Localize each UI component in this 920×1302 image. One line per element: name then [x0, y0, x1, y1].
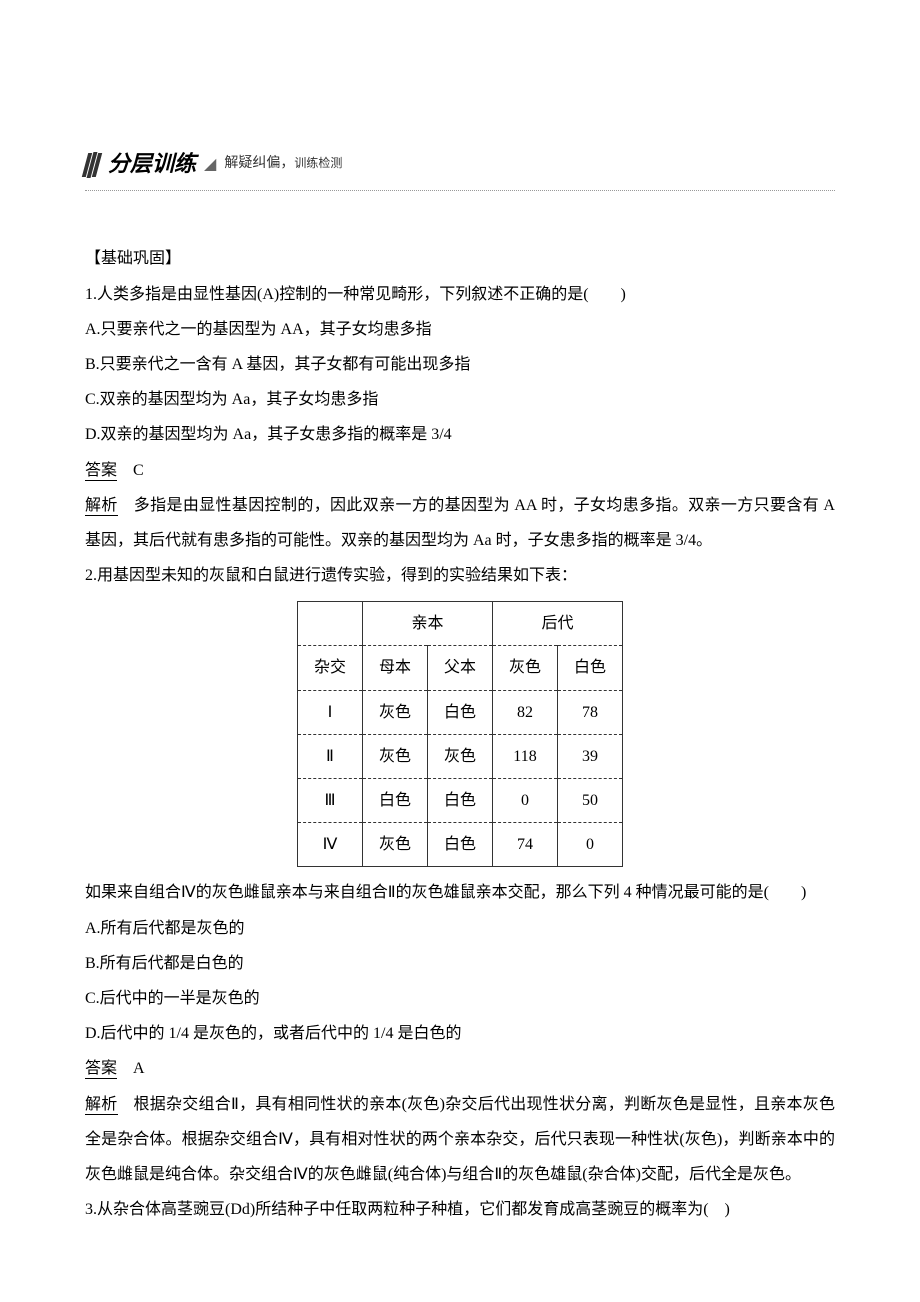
question-3: 3.从杂合体高茎豌豆(Dd)所结种子中任取两粒种子种植，它们都发育成高茎豌豆的概…	[85, 1192, 835, 1227]
table-cell: Ⅳ	[297, 823, 362, 867]
q1-answer: C	[133, 462, 144, 479]
table-cell: 白色	[427, 779, 492, 823]
table-blank-cell	[297, 602, 362, 646]
table-row: Ⅱ 灰色 灰色 118 39	[297, 734, 622, 778]
table-row: Ⅰ 灰色 白色 82 78	[297, 690, 622, 734]
header-subtitle-2: 训练检测	[294, 156, 342, 170]
section-header: 分层训练 ◢ 解疑纠偏，训练检测	[85, 140, 835, 191]
table-cell: 82	[493, 690, 558, 734]
table-cell: 0	[493, 779, 558, 823]
table-cell: 50	[558, 779, 623, 823]
header-triangle-icon: ◢	[204, 147, 216, 182]
table-header-row-1: 亲本 后代	[297, 602, 622, 646]
q2-option-a: A.所有后代都是灰色的	[85, 911, 835, 946]
table-row: Ⅳ 灰色 白色 74 0	[297, 823, 622, 867]
table-cell: Ⅰ	[297, 690, 362, 734]
table-col2: 父本	[427, 646, 492, 690]
q2-answer-line: 答案 A	[85, 1051, 835, 1086]
table-cell: 灰色	[427, 734, 492, 778]
table-col0: 杂交	[297, 646, 362, 690]
q1-option-a: A.只要亲代之一的基因型为 AA，其子女均患多指	[85, 312, 835, 347]
q1-answer-line: 答案 C	[85, 453, 835, 488]
q1-option-c: C.双亲的基因型均为 Aa，其子女均患多指	[85, 382, 835, 417]
table-col1: 母本	[362, 646, 427, 690]
q2-post-table: 如果来自组合Ⅳ的灰色雌鼠亲本与来自组合Ⅱ的灰色雄鼠亲本交配，那么下列 4 种情况…	[85, 875, 835, 910]
table-cell: 灰色	[362, 690, 427, 734]
q1-stem: 1.人类多指是由显性基因(A)控制的一种常见畸形，下列叙述不正确的是( )	[85, 277, 835, 312]
section-label: 【基础巩固】	[85, 241, 835, 276]
q2-explain: 解析根据杂交组合Ⅱ，具有相同性状的亲本(灰色)杂交后代出现性状分离，判断灰色是显…	[85, 1087, 835, 1193]
q2-stem: 2.用基因型未知的灰鼠和白鼠进行遗传实验，得到的实验结果如下表：	[85, 558, 835, 593]
q2-option-b: B.所有后代都是白色的	[85, 946, 835, 981]
table-cell: 74	[493, 823, 558, 867]
table-cell: 灰色	[362, 823, 427, 867]
q2-option-c: C.后代中的一半是灰色的	[85, 981, 835, 1016]
table-cell: 0	[558, 823, 623, 867]
question-1: 1.人类多指是由显性基因(A)控制的一种常见畸形，下列叙述不正确的是( ) A.…	[85, 277, 835, 559]
q2-explain-text: 根据杂交组合Ⅱ，具有相同性状的亲本(灰色)杂交后代出现性状分离，判断灰色是显性，…	[85, 1096, 835, 1183]
q1-answer-label: 答案	[85, 462, 117, 481]
table-row: Ⅲ 白色 白色 0 50	[297, 779, 622, 823]
table-header-offspring: 后代	[493, 602, 623, 646]
q1-explain-label: 解析	[85, 497, 118, 516]
q2-option-d: D.后代中的 1/4 是灰色的，或者后代中的 1/4 是白色的	[85, 1016, 835, 1051]
table-cell: 白色	[362, 779, 427, 823]
table-header-row-2: 杂交 母本 父本 灰色 白色	[297, 646, 622, 690]
table-cell: Ⅲ	[297, 779, 362, 823]
header-decoration-bars	[85, 147, 100, 182]
q2-explain-label: 解析	[85, 1096, 118, 1115]
table-cell: 39	[558, 734, 623, 778]
q1-option-d: D.双亲的基因型均为 Aa，其子女患多指的概率是 3/4	[85, 417, 835, 452]
table-col3: 灰色	[493, 646, 558, 690]
q2-table: 亲本 后代 杂交 母本 父本 灰色 白色 Ⅰ 灰色 白色 82 78 Ⅱ 灰色 …	[297, 601, 623, 867]
table-cell: 118	[493, 734, 558, 778]
header-subtitle: 解疑纠偏，训练检测	[224, 149, 342, 180]
table-cell: 白色	[427, 690, 492, 734]
table-header-parents: 亲本	[362, 602, 492, 646]
table-col4: 白色	[558, 646, 623, 690]
table-cell: 灰色	[362, 734, 427, 778]
q1-option-b: B.只要亲代之一含有 A 基因，其子女都有可能出现多指	[85, 347, 835, 382]
q2-answer: A	[133, 1060, 145, 1077]
header-subtitle-1: 解疑纠偏，	[224, 156, 294, 171]
q2-answer-label: 答案	[85, 1060, 117, 1079]
table-cell: Ⅱ	[297, 734, 362, 778]
q3-stem: 3.从杂合体高茎豌豆(Dd)所结种子中任取两粒种子种植，它们都发育成高茎豌豆的概…	[85, 1192, 835, 1227]
table-cell: 白色	[427, 823, 492, 867]
header-title: 分层训练	[108, 140, 196, 188]
q1-explain-text: 多指是由显性基因控制的，因此双亲一方的基因型为 AA 时，子女均患多指。双亲一方…	[85, 497, 835, 549]
table-cell: 78	[558, 690, 623, 734]
question-2: 2.用基因型未知的灰鼠和白鼠进行遗传实验，得到的实验结果如下表： 亲本 后代 杂…	[85, 558, 835, 1192]
q1-explain: 解析多指是由显性基因控制的，因此双亲一方的基因型为 AA 时，子女均患多指。双亲…	[85, 488, 835, 558]
